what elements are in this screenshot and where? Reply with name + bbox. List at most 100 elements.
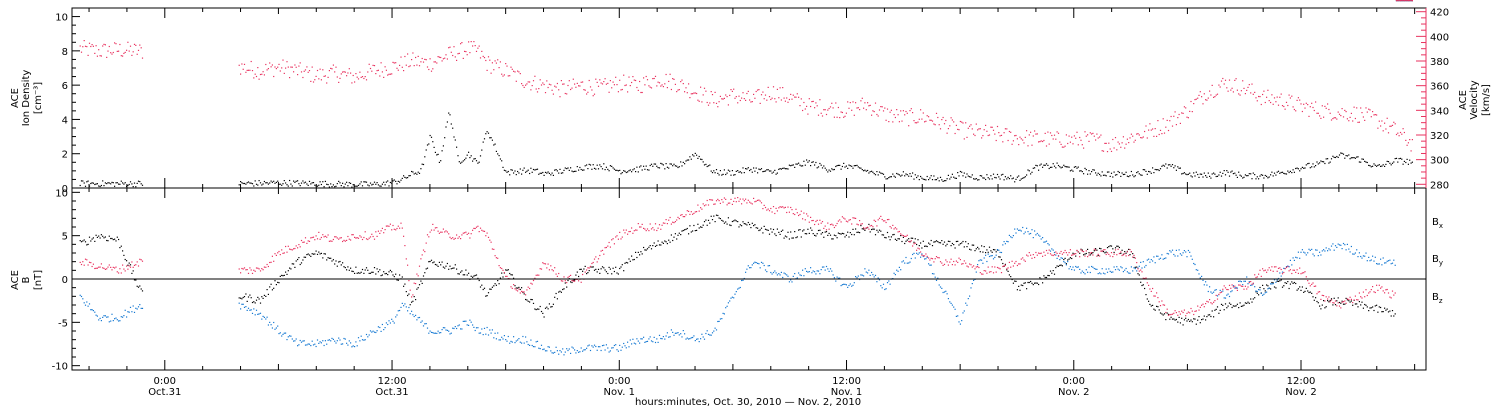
velocity-series-point — [1077, 144, 1079, 146]
b-by-series-point — [395, 316, 397, 318]
b-by-series-point — [882, 283, 885, 285]
b-bx-series-point — [468, 272, 470, 274]
b-by-series-point — [660, 337, 662, 340]
b-by-series-point — [1133, 267, 1135, 269]
density-series-point — [1407, 163, 1409, 165]
b-by-series-point — [295, 338, 297, 340]
b-field-axis-label: ACE B [nT] — [10, 270, 44, 290]
velocity-series-point — [92, 45, 94, 47]
b-bx-series-point — [1145, 294, 1147, 296]
velocity-series-point — [800, 98, 802, 100]
velocity-series-point — [599, 79, 601, 81]
b-bx-series-point — [844, 236, 846, 238]
velocity-series-point — [401, 66, 403, 68]
velocity-series-point — [418, 65, 421, 67]
b-bx-series-point — [1169, 318, 1171, 320]
b-bx-series-point — [1376, 304, 1378, 306]
density-series-point — [982, 177, 984, 179]
b-by-series-point — [1227, 293, 1229, 295]
b-bx-series-point — [1183, 319, 1185, 321]
velocity-series-point — [1113, 147, 1115, 149]
density-series-point — [734, 174, 736, 176]
b-bz-series-point — [902, 235, 904, 237]
b-bx-series-point — [1036, 282, 1038, 284]
b-bx-series-point — [335, 260, 337, 262]
density-series-point — [812, 161, 814, 163]
b-bz-series-point — [311, 236, 313, 239]
density-series-point — [582, 169, 584, 171]
b-by-series-point — [1385, 262, 1387, 264]
b-bx-series-point — [620, 266, 622, 268]
b-bz-series-point — [452, 237, 454, 239]
velocity-series-point — [737, 102, 739, 104]
b-bz-series-point — [1132, 256, 1134, 258]
b-bx-series-point — [1270, 288, 1272, 290]
velocity-series-point — [857, 107, 859, 109]
b-bz-series-point — [819, 219, 821, 221]
velocity-series-point — [446, 58, 448, 60]
velocity-series-point — [1239, 94, 1241, 96]
b-bx-series-point — [880, 230, 882, 232]
b-bx-series-point — [387, 274, 389, 276]
b-bz-series-point — [123, 268, 125, 270]
density-series-point — [497, 153, 499, 155]
velocity-series-point — [1356, 107, 1358, 109]
b-by-series-point — [1368, 256, 1370, 258]
b-by-series-point — [723, 313, 725, 315]
b-bz-series-point — [688, 210, 690, 212]
density-series-point — [986, 174, 988, 176]
b-bx-series-point — [462, 274, 464, 276]
b-bx-series-point — [481, 284, 483, 286]
density-series-point — [1097, 172, 1099, 174]
velocity-series-point — [702, 94, 704, 96]
b-by-series-point — [881, 287, 883, 289]
b-bx-series-point — [758, 229, 760, 232]
b-by-series-point — [1243, 280, 1245, 282]
b-bx-series-point — [897, 238, 899, 240]
velocity-series-point — [1116, 149, 1118, 151]
b-by-series-point — [970, 287, 972, 289]
b-bz-series-point — [743, 200, 745, 202]
b-by-series-point — [625, 347, 627, 349]
density-series-point — [458, 161, 460, 163]
velocity-series-point — [1385, 128, 1387, 130]
velocity-series-point — [133, 43, 136, 45]
velocity-series-point — [1130, 133, 1132, 135]
b-bz-series-point — [517, 290, 519, 292]
b-bx-series-point — [599, 272, 601, 274]
b-bx-series-point — [1301, 286, 1303, 288]
b-bz-series-point — [1170, 313, 1172, 316]
b-bx-series-point — [1006, 269, 1008, 271]
density-series-point — [877, 174, 879, 176]
b-by-series-point — [1336, 246, 1338, 248]
velocity-series-point — [603, 81, 605, 83]
b-bx-series-point — [878, 229, 881, 231]
b-bx-series-point — [1325, 306, 1327, 308]
velocity-series-point — [1076, 131, 1078, 133]
density-series-point — [384, 184, 386, 186]
b-bx-series-point — [1381, 311, 1383, 313]
density-series-point — [1256, 176, 1258, 178]
b-bz-series-point — [916, 249, 918, 251]
density-series-point — [400, 179, 402, 181]
b-bz-series-point — [263, 266, 265, 268]
b-bz-series-point — [560, 280, 562, 282]
b-bz-series-point — [1173, 312, 1175, 314]
b-bx-series-point — [829, 234, 832, 236]
density-series-point — [1000, 174, 1003, 176]
b-bx-series-point — [1068, 258, 1070, 260]
b-bz-series-point — [1205, 303, 1207, 305]
velocity-series-point — [1012, 140, 1014, 142]
velocity-series-point — [1044, 132, 1046, 134]
velocity-series-point — [804, 108, 806, 110]
density-series-point — [505, 170, 507, 172]
velocity-series-point — [829, 106, 832, 108]
density-series-point — [1012, 177, 1014, 179]
velocity-series-point — [593, 93, 596, 95]
velocity-series-point — [1059, 141, 1061, 143]
density-series-point — [1193, 172, 1195, 174]
density-series-point — [868, 172, 870, 174]
b-bz-series-point — [1043, 251, 1045, 253]
b-bz-series-point — [566, 282, 568, 284]
